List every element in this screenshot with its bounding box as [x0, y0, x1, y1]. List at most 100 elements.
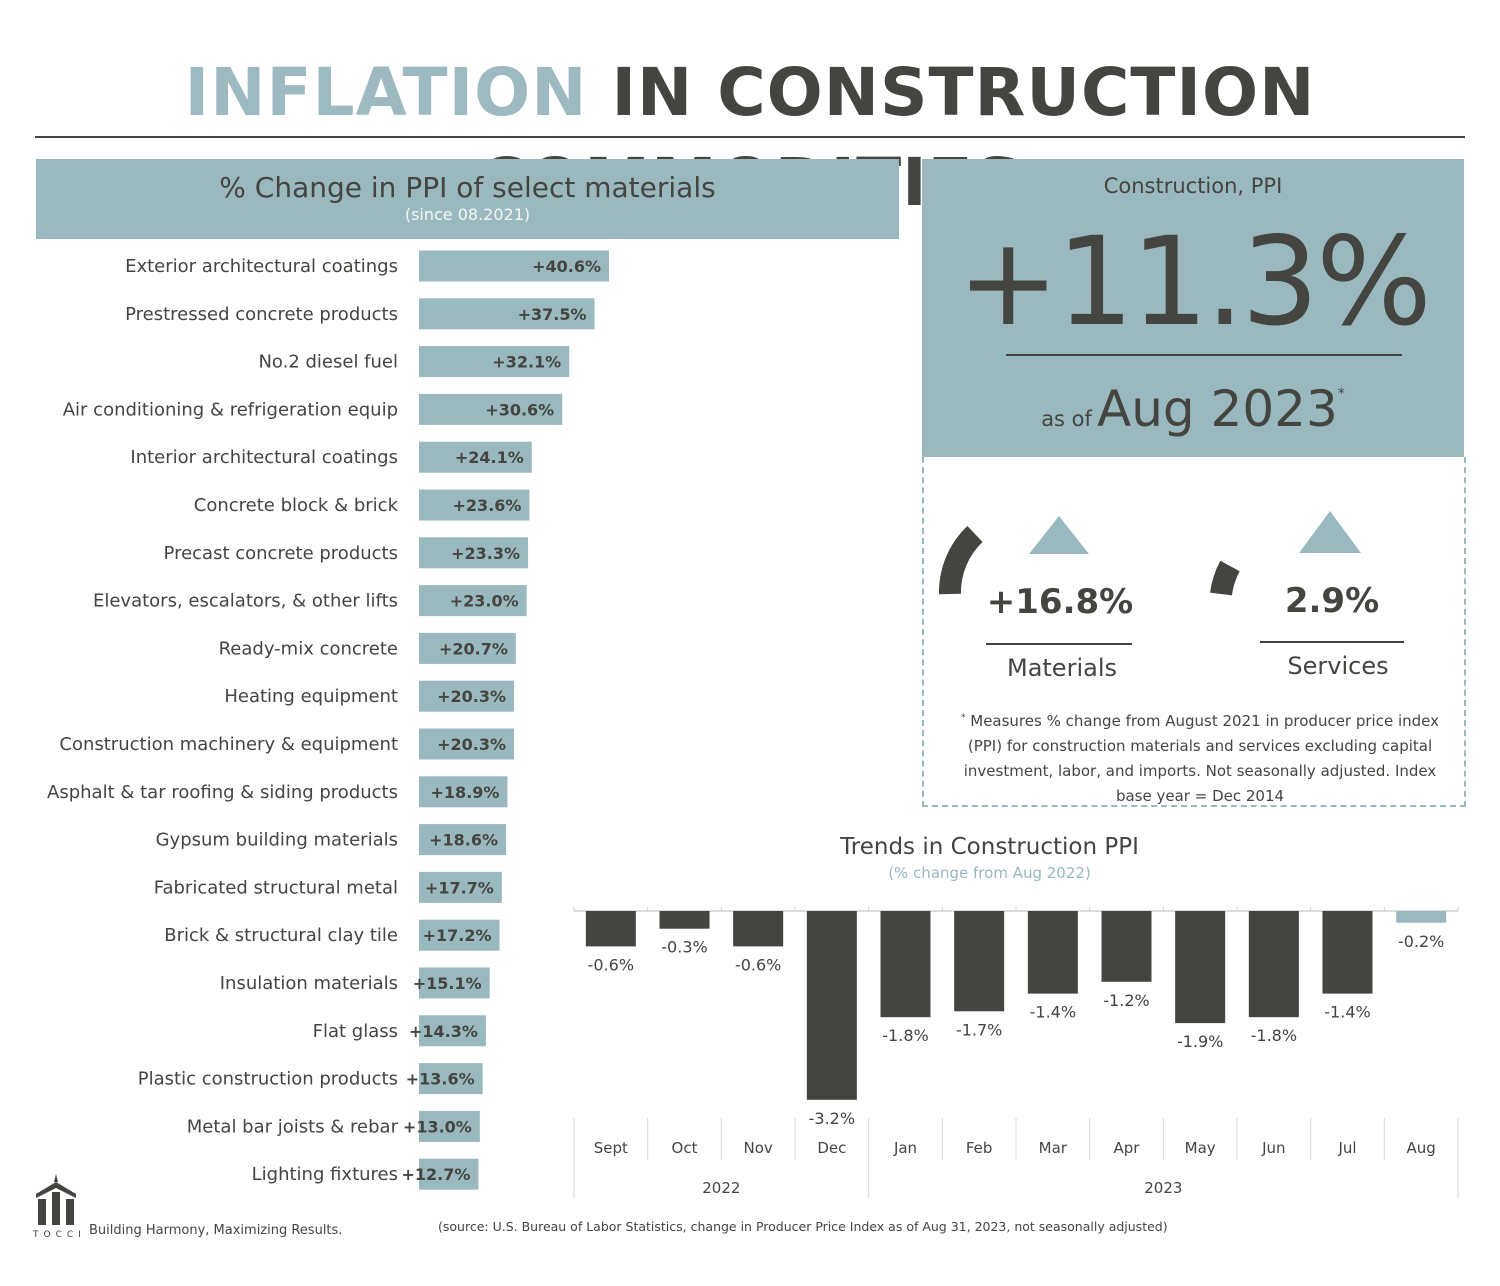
trend-bar-value-label: -1.8%: [1251, 1026, 1297, 1045]
services-value: 2.9%: [1284, 581, 1380, 621]
materials-up-triangle-icon: [1029, 516, 1089, 554]
material-bar-value-label: +37.5%: [518, 305, 587, 324]
services-gauge-arc-icon: [1210, 560, 1240, 596]
trend-month-label: Feb: [966, 1139, 993, 1157]
material-bar-value-label: +40.6%: [532, 257, 601, 276]
material-bar-value-label: +32.1%: [492, 353, 561, 372]
material-category-label: Elevators, escalators, & other lifts: [93, 591, 398, 612]
material-bar: [419, 967, 490, 999]
trend-year-label: 2023: [1144, 1179, 1182, 1197]
sub-kpi-panel: [922, 457, 1466, 807]
material-bar: [419, 919, 500, 951]
material-category-label: Prestressed concrete products: [125, 304, 398, 325]
material-bar: [419, 393, 563, 425]
material-category-label: Interior architectural coatings: [130, 447, 398, 468]
material-category-label: Heating equipment: [224, 686, 398, 707]
kpi-as-of-prefix: as of: [1041, 407, 1092, 431]
material-bar: [419, 250, 610, 282]
trend-month-label: Apr: [1114, 1139, 1141, 1157]
trend-bar: [1175, 911, 1226, 1024]
material-category-label: Construction machinery & equipment: [59, 734, 398, 755]
trend-bar: [1396, 911, 1447, 923]
material-bar: [419, 632, 516, 664]
material-bar-value-label: +12.7%: [402, 1165, 471, 1184]
trend-bar-value-label: -1.9%: [1177, 1032, 1223, 1051]
trend-month-label: Mar: [1039, 1139, 1068, 1157]
material-category-label: Insulation materials: [220, 973, 398, 994]
material-bar: [419, 441, 532, 473]
material-category-label: Metal bar joists & rebar: [187, 1116, 399, 1137]
material-bar: [419, 776, 508, 808]
material-bar: [419, 824, 507, 856]
ppi-panel-title: % Change in PPI of select materials: [219, 171, 716, 204]
trend-bar: [1101, 911, 1152, 982]
materials-bar-chart: Exterior architectural coatings +40.6% Pre…: [47, 250, 610, 1190]
trend-bar: [1322, 911, 1373, 994]
material-bar-value-label: +17.2%: [423, 926, 492, 945]
kpi-divider: [1006, 354, 1402, 356]
footnote: * Measures % change from August 2021 in …: [950, 706, 1450, 809]
materials-value: +16.8%: [986, 582, 1134, 622]
ppi-panel-header: % Change in PPI of select materials (sin…: [36, 159, 899, 239]
material-category-label: No.2 diesel fuel: [258, 352, 398, 373]
trend-bar-value-label: -0.2%: [1398, 932, 1444, 951]
material-category-label: Flat glass: [313, 1021, 398, 1042]
material-category-label: Plastic construction products: [138, 1069, 398, 1090]
material-bar-value-label: +18.6%: [429, 831, 498, 850]
trend-month-label: Jun: [1261, 1139, 1285, 1157]
trend-month-label: Aug: [1407, 1139, 1436, 1157]
material-bar-value-label: +20.7%: [439, 639, 508, 658]
ppi-panel-subtitle: (since 08.2021): [404, 205, 531, 224]
material-bar-value-label: +20.3%: [437, 687, 506, 706]
material-bar: [419, 1015, 486, 1047]
materials-divider: [986, 643, 1132, 645]
footnote-marker: *: [960, 713, 966, 723]
trend-bar: [1248, 911, 1299, 1018]
material-bar-value-label: +13.6%: [406, 1070, 475, 1089]
kpi-panel: [922, 159, 1464, 457]
material-bar-value-label: +24.1%: [455, 448, 524, 467]
material-bar: [419, 1110, 480, 1142]
trend-month-label: Jul: [1337, 1139, 1356, 1157]
trend-chart-title: Trends in Construction PPI: [840, 834, 1139, 860]
title-highlight: INFLATION: [184, 54, 588, 131]
trend-chart-subtitle: (% change from Aug 2022): [888, 864, 1091, 882]
trend-month-label: May: [1185, 1139, 1216, 1157]
material-category-label: Lighting fixtures: [252, 1164, 398, 1185]
trend-bar: [954, 911, 1005, 1012]
material-category-label: Ready-mix concrete: [219, 638, 398, 659]
kpi-as-of-date: Aug 2023: [1097, 380, 1338, 438]
kpi-asterisk: *: [1337, 386, 1345, 402]
footnote-text: Measures % change from August 2021 in pr…: [963, 712, 1440, 805]
kpi-label: Construction, PPI: [1103, 174, 1283, 198]
material-bar: [419, 346, 570, 378]
trend-bar-value-label: -1.4%: [1030, 1003, 1076, 1022]
materials-label: Materials: [1006, 654, 1117, 682]
materials-gauge-arc-icon: [939, 526, 983, 595]
material-bar-value-label: +20.3%: [437, 735, 506, 754]
material-category-label: Brick & structural clay tile: [164, 925, 398, 946]
kpi-as-of: as of Aug 2023*: [922, 362, 1464, 453]
material-bar: [419, 298, 595, 330]
source-note: (source: U.S. Bureau of Labor Statistics…: [438, 1219, 1168, 1234]
material-bar: [419, 871, 502, 903]
title-divider: [35, 136, 1465, 138]
logo-wordmark: TOCCI: [33, 1230, 86, 1240]
trend-bar-value-label: -1.7%: [956, 1020, 1002, 1039]
material-category-label: Exterior architectural coatings: [125, 256, 398, 277]
material-bar: [419, 680, 515, 712]
material-bar-value-label: +18.9%: [431, 783, 500, 802]
trend-bar-value-label: -1.4%: [1324, 1003, 1370, 1022]
material-category-label: Asphalt & tar roofing & siding products: [47, 782, 398, 803]
material-bar-value-label: +30.6%: [485, 400, 554, 419]
tocci-logo-icon: [36, 1174, 76, 1225]
material-bar: [419, 585, 527, 617]
material-category-label: Concrete block & brick: [194, 495, 399, 516]
material-bar: [419, 728, 515, 760]
material-bar: [419, 537, 529, 569]
tagline: Building Harmony, Maximizing Results.: [89, 1223, 343, 1238]
material-bar-value-label: +23.3%: [451, 544, 520, 563]
material-category-label: Gypsum building materials: [156, 830, 398, 851]
trend-bar: [1027, 911, 1078, 994]
material-bar-value-label: +17.7%: [425, 878, 494, 897]
